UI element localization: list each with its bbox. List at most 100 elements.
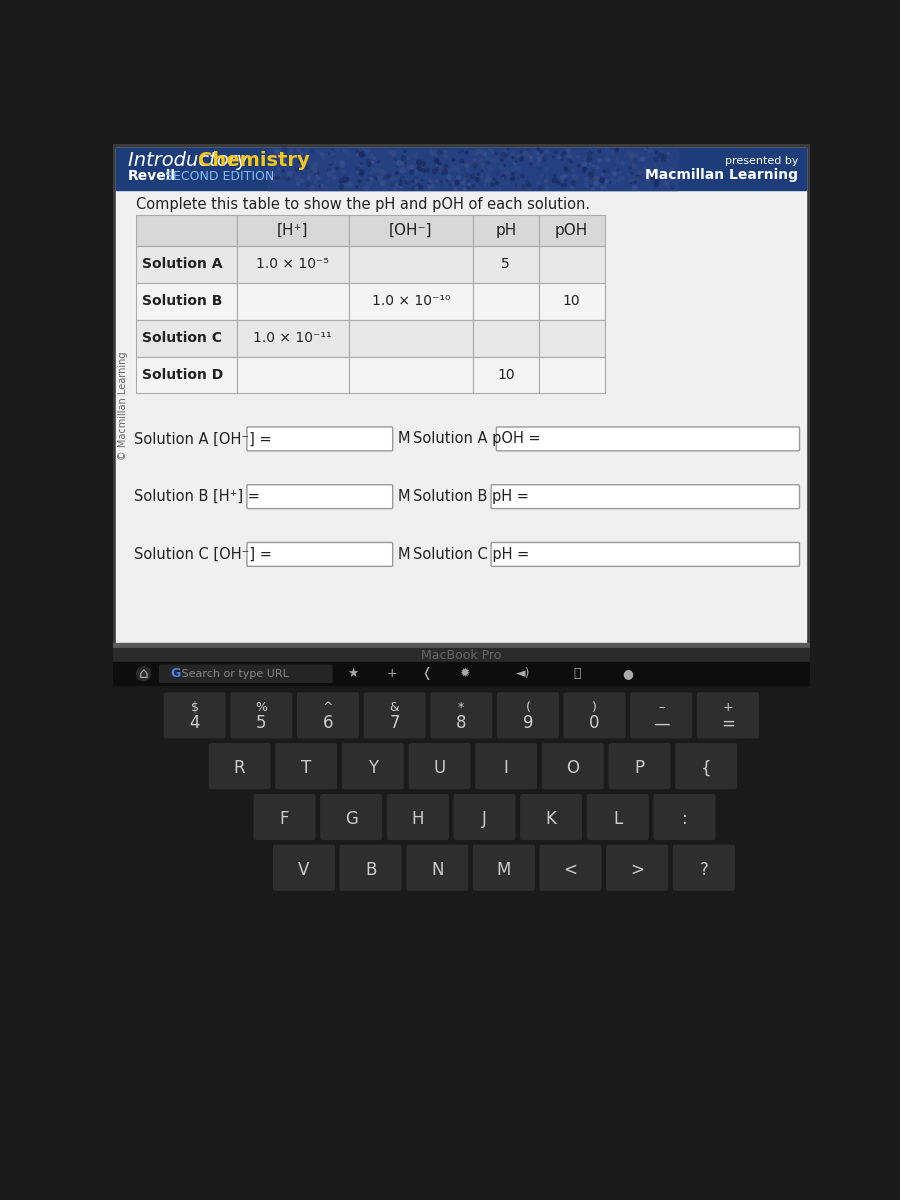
- Circle shape: [535, 151, 538, 155]
- Circle shape: [496, 182, 499, 185]
- FancyBboxPatch shape: [673, 845, 734, 890]
- FancyBboxPatch shape: [607, 845, 668, 890]
- Bar: [539, 319, 605, 356]
- FancyBboxPatch shape: [653, 794, 716, 840]
- Circle shape: [564, 167, 567, 170]
- Circle shape: [416, 187, 418, 190]
- Circle shape: [324, 186, 328, 190]
- Circle shape: [360, 172, 364, 175]
- Circle shape: [610, 151, 615, 155]
- Circle shape: [335, 162, 336, 163]
- Circle shape: [400, 186, 402, 188]
- Circle shape: [382, 170, 386, 174]
- Circle shape: [582, 162, 587, 167]
- Text: *: *: [458, 701, 464, 714]
- Circle shape: [405, 179, 407, 181]
- Circle shape: [621, 162, 624, 164]
- Circle shape: [626, 161, 628, 164]
- Circle shape: [404, 180, 409, 185]
- Circle shape: [651, 175, 655, 179]
- Circle shape: [318, 180, 320, 182]
- Circle shape: [443, 180, 446, 182]
- Circle shape: [486, 157, 490, 161]
- Circle shape: [633, 185, 637, 190]
- Circle shape: [283, 175, 286, 179]
- Circle shape: [410, 186, 415, 190]
- Circle shape: [288, 152, 292, 156]
- Circle shape: [343, 148, 347, 152]
- Circle shape: [605, 156, 609, 161]
- FancyBboxPatch shape: [497, 427, 799, 451]
- Circle shape: [655, 180, 658, 182]
- Circle shape: [336, 148, 339, 151]
- Circle shape: [609, 181, 612, 182]
- Circle shape: [553, 156, 554, 157]
- Circle shape: [530, 156, 532, 158]
- FancyBboxPatch shape: [164, 692, 226, 738]
- Circle shape: [648, 148, 652, 152]
- Circle shape: [473, 158, 476, 162]
- Circle shape: [445, 185, 447, 187]
- Text: Solution B pH =: Solution B pH =: [413, 490, 529, 504]
- Circle shape: [493, 178, 496, 180]
- Circle shape: [564, 174, 567, 176]
- Circle shape: [339, 185, 344, 188]
- Text: B: B: [364, 862, 376, 880]
- Circle shape: [436, 179, 438, 182]
- Circle shape: [276, 150, 280, 154]
- Circle shape: [328, 152, 331, 155]
- Circle shape: [588, 151, 592, 156]
- Text: Solution B: Solution B: [142, 294, 222, 308]
- Circle shape: [661, 151, 662, 154]
- Circle shape: [410, 166, 414, 169]
- Circle shape: [539, 154, 543, 157]
- Circle shape: [563, 151, 566, 155]
- Circle shape: [480, 158, 482, 161]
- Text: >: >: [630, 862, 644, 880]
- Circle shape: [408, 181, 410, 184]
- Bar: [267, 148, 679, 190]
- Circle shape: [634, 154, 639, 158]
- Circle shape: [590, 179, 592, 181]
- Circle shape: [275, 150, 280, 154]
- Circle shape: [473, 151, 477, 155]
- Circle shape: [428, 181, 432, 185]
- Circle shape: [494, 160, 498, 163]
- Circle shape: [372, 168, 374, 170]
- Text: 7: 7: [390, 714, 400, 732]
- Circle shape: [446, 156, 447, 157]
- Circle shape: [381, 181, 385, 185]
- Circle shape: [400, 180, 402, 181]
- Circle shape: [409, 182, 413, 187]
- Circle shape: [491, 158, 495, 162]
- Circle shape: [337, 167, 338, 169]
- Circle shape: [356, 172, 358, 173]
- Circle shape: [375, 168, 380, 173]
- Text: H: H: [411, 810, 424, 828]
- Circle shape: [380, 173, 382, 176]
- Text: &: &: [390, 701, 400, 714]
- Circle shape: [432, 169, 436, 174]
- Circle shape: [501, 175, 506, 180]
- Circle shape: [400, 184, 402, 185]
- Circle shape: [518, 167, 522, 170]
- Circle shape: [416, 184, 419, 186]
- Circle shape: [290, 150, 292, 152]
- Circle shape: [345, 178, 348, 181]
- Circle shape: [661, 166, 663, 169]
- Circle shape: [488, 166, 492, 169]
- Circle shape: [287, 178, 290, 180]
- Circle shape: [357, 164, 362, 168]
- Circle shape: [541, 157, 545, 162]
- Circle shape: [654, 157, 658, 162]
- Circle shape: [637, 176, 640, 180]
- Circle shape: [539, 167, 541, 169]
- Circle shape: [316, 175, 318, 178]
- Circle shape: [554, 174, 555, 176]
- Circle shape: [364, 150, 368, 154]
- Circle shape: [314, 180, 318, 182]
- Circle shape: [310, 186, 314, 190]
- Text: 5: 5: [256, 714, 266, 732]
- FancyBboxPatch shape: [209, 743, 271, 790]
- Circle shape: [456, 175, 461, 180]
